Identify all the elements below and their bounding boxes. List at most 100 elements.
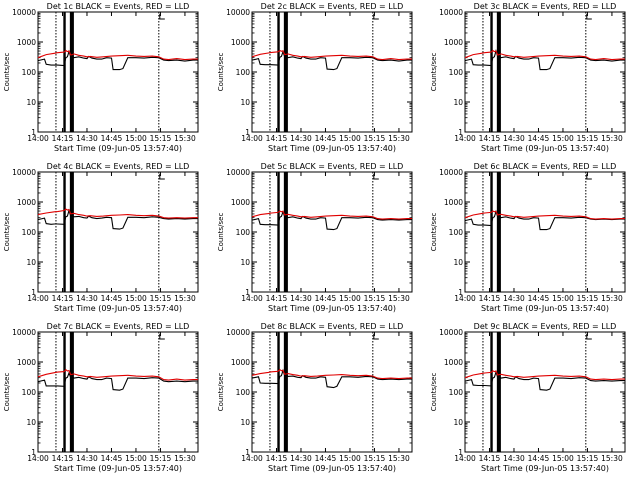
- chart-5-ytick-label: 10: [240, 258, 250, 267]
- chart-9-series-lld: [464, 370, 625, 381]
- chart-4-ytick-label: 1000: [17, 198, 36, 207]
- chart-2-series-events: [251, 50, 412, 71]
- chart-9-ytick-label: 10: [453, 418, 463, 427]
- chart-4-xtick-label: 15:15: [150, 294, 172, 303]
- chart-3: Det 3c BLACK = Events, RED = LLD Counts/s…: [430, 2, 626, 153]
- chart-3-series-lld: [464, 49, 625, 61]
- chart-5-xtick-label: 15:30: [388, 294, 410, 303]
- chart-8-title: Det 8c BLACK = Events, RED = LLD: [261, 322, 404, 331]
- chart-3-bracket: [586, 14, 592, 20]
- chart-2-xtick-label: 15:30: [388, 134, 410, 143]
- chart-5-series-events: [251, 210, 412, 231]
- chart-1-bracket: [159, 14, 165, 20]
- chart-6-ytick-label: 1: [458, 288, 463, 297]
- chart-2-xtick-label: 14:15: [266, 134, 288, 143]
- chart-8-xtick-label: 15:30: [388, 454, 410, 463]
- chart-7: Det 7c BLACK = Events, RED = LLD Counts/s…: [3, 322, 199, 473]
- chart-6-series-events: [464, 209, 625, 231]
- chart-6-ylabel: Counts/sec: [430, 213, 438, 252]
- chart-9-xlabel: Start Time (09-Jun-05 13:57:40): [481, 464, 609, 473]
- chart-9-series-events: [464, 370, 625, 391]
- chart-6-xtick-label: 14:45: [528, 294, 550, 303]
- chart-3-xtick-label: 14:45: [528, 134, 550, 143]
- chart-4-series-lld: [37, 208, 198, 219]
- chart-7-series-lld: [37, 368, 198, 381]
- chart-5-xlabel: Start Time (09-Jun-05 13:57:40): [268, 304, 396, 313]
- chart-3-ytick-label: 1: [458, 128, 463, 137]
- chart-6-bracket: [586, 174, 592, 180]
- chart-4: Det 4c BLACK = Events, RED = LLD Counts/s…: [3, 162, 199, 313]
- chart-4-ylabel: Counts/sec: [3, 213, 11, 252]
- chart-2-ytick-label: 100: [236, 68, 251, 77]
- chart-4-ytick-label: 1: [31, 288, 36, 297]
- chart-6-xtick-label: 14:30: [503, 294, 525, 303]
- chart-2-series-lld: [251, 49, 412, 61]
- chart-8-series-events: [251, 368, 412, 389]
- chart-5-xtick-label: 15:15: [364, 294, 386, 303]
- chart-6-series-lld: [464, 210, 625, 220]
- chart-9-xtick-label: 15:00: [552, 454, 574, 463]
- chart-8-ytick-label: 10: [240, 418, 250, 427]
- chart-9-ytick-label: 1000: [444, 358, 463, 367]
- chart-4-xtick-label: 14:15: [52, 294, 74, 303]
- chart-3-ytick-label: 100: [449, 68, 464, 77]
- chart-7-xlabel: Start Time (09-Jun-05 13:57:40): [54, 464, 182, 473]
- chart-1: Det 1c BLACK = Events, RED = LLD Counts/s…: [3, 2, 199, 153]
- chart-8-bracket: [373, 334, 379, 340]
- chart-2-ytick-label: 1000: [231, 38, 250, 47]
- chart-8-xlabel: Start Time (09-Jun-05 13:57:40): [268, 464, 396, 473]
- chart-7-xtick-label: 14:15: [52, 454, 74, 463]
- chart-3-ytick-label: 1000: [444, 38, 463, 47]
- chart-2-ytick-label: 1: [245, 128, 250, 137]
- chart-9-title: Det 9c BLACK = Events, RED = LLD: [474, 322, 617, 331]
- chart-7-ytick-label: 1: [31, 448, 36, 457]
- chart-9-bracket: [586, 334, 592, 340]
- chart-3-xtick-label: 15:30: [601, 134, 623, 143]
- chart-4-ytick-label: 10: [26, 258, 36, 267]
- chart-8-xtick-label: 14:15: [266, 454, 288, 463]
- chart-8-ytick-label: 1: [245, 448, 250, 457]
- chart-9-xtick-label: 15:15: [577, 454, 599, 463]
- chart-5-ytick-label: 100: [236, 228, 251, 237]
- chart-5-title: Det 5c BLACK = Events, RED = LLD: [261, 162, 404, 171]
- chart-9-frame: [464, 331, 626, 453]
- chart-4-xtick-label: 14:00: [27, 294, 49, 303]
- chart-5-ylabel: Counts/sec: [217, 213, 225, 252]
- chart-5-frame: [251, 171, 413, 293]
- chart-1-ytick-label: 10000: [12, 8, 36, 17]
- chart-8-ylabel: Counts/sec: [217, 373, 225, 412]
- chart-8-xtick-label: 15:15: [364, 454, 386, 463]
- chart-7-bracket: [159, 334, 165, 340]
- chart-9-xtick-label: 14:00: [454, 454, 476, 463]
- chart-5: Det 5c BLACK = Events, RED = LLD Counts/s…: [217, 162, 413, 313]
- chart-7-xtick-label: 14:45: [101, 454, 123, 463]
- chart-6: Det 6c BLACK = Events, RED = LLD Counts/s…: [430, 162, 626, 313]
- chart-9-ytick-label: 1: [458, 448, 463, 457]
- chart-3-frame: [464, 11, 626, 133]
- chart-9-xtick-label: 14:45: [528, 454, 550, 463]
- chart-2-ytick-label: 10: [240, 98, 250, 107]
- chart-7-ytick-label: 10: [26, 418, 36, 427]
- chart-1-frame: [37, 11, 199, 133]
- chart-5-xtick-label: 15:00: [339, 294, 361, 303]
- chart-8-ytick-label: 1000: [231, 358, 250, 367]
- chart-5-xtick-label: 14:15: [266, 294, 288, 303]
- chart-6-ytick-label: 100: [449, 228, 464, 237]
- chart-4-series-events: [37, 208, 198, 230]
- chart-6-ytick-label: 10: [453, 258, 463, 267]
- chart-2-title: Det 2c BLACK = Events, RED = LLD: [261, 2, 404, 11]
- chart-8-ytick-label: 100: [236, 388, 251, 397]
- chart-7-xtick-label: 15:15: [150, 454, 172, 463]
- chart-2-frame: [251, 11, 413, 133]
- chart-1-xtick-label: 14:45: [101, 134, 123, 143]
- chart-8-xtick-label: 14:30: [290, 454, 312, 463]
- chart-1-title: Det 1c BLACK = Events, RED = LLD: [47, 2, 190, 11]
- chart-7-xtick-label: 14:00: [27, 454, 49, 463]
- chart-3-title: Det 3c BLACK = Events, RED = LLD: [474, 2, 617, 11]
- chart-5-ytick-label: 10000: [226, 168, 250, 177]
- chart-3-ylabel: Counts/sec: [430, 53, 438, 92]
- chart-5-ytick-label: 1: [245, 288, 250, 297]
- chart-1-xtick-label: 15:00: [125, 134, 147, 143]
- chart-6-xtick-label: 15:30: [601, 294, 623, 303]
